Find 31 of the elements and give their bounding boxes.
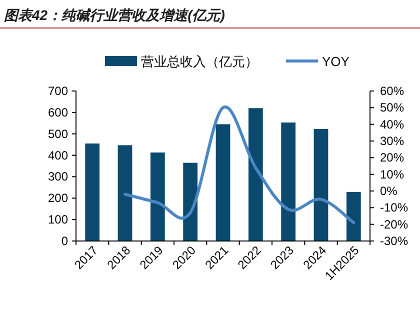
bar <box>314 128 328 241</box>
y2-tick-label: 40% <box>380 117 404 132</box>
bar <box>216 124 230 241</box>
bar <box>346 192 361 241</box>
legend-label: 营业总收入（亿元） <box>141 54 258 69</box>
y2-tick-label: -20% <box>380 217 408 232</box>
y2-tick-label: 60% <box>380 84 404 98</box>
y2-tick-label: -30% <box>380 234 408 248</box>
y2-tick-label: 0% <box>380 184 398 198</box>
y-tick-label: 100 <box>48 212 68 227</box>
y-tick-label: 600 <box>48 105 68 120</box>
bar <box>118 145 132 241</box>
y-tick-label: 200 <box>48 191 68 206</box>
y2-tick-label: 30% <box>380 134 404 148</box>
y2-tick-label: 10% <box>380 167 404 182</box>
y2-tick-label: -10% <box>380 200 408 215</box>
y2-tick-label: 20% <box>380 150 404 165</box>
legend-label: YOY <box>322 54 350 69</box>
bar <box>248 108 263 241</box>
y-tick-label: 700 <box>48 84 68 98</box>
bar <box>281 122 296 241</box>
line-series <box>124 106 356 224</box>
bar <box>183 162 198 241</box>
bar <box>150 152 165 241</box>
y-tick-label: 500 <box>48 126 68 141</box>
bar <box>85 144 100 241</box>
y-tick-label: 300 <box>48 170 68 184</box>
chart-title: 图表42：纯碱行业营收及增速(亿元) <box>4 7 226 23</box>
y-tick-label: 400 <box>48 148 68 162</box>
y-tick-label: 0 <box>61 234 68 248</box>
y2-tick-label: 50% <box>380 100 404 115</box>
